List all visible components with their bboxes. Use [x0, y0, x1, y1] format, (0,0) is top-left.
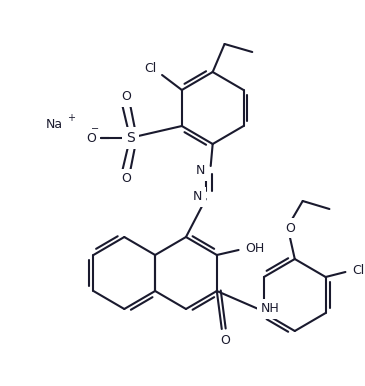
Text: NH: NH: [261, 303, 280, 315]
Text: O: O: [220, 335, 230, 347]
Text: S: S: [126, 131, 135, 145]
Text: O: O: [86, 132, 96, 144]
Text: O: O: [285, 222, 295, 235]
Text: +: +: [67, 113, 75, 123]
Text: OH: OH: [245, 242, 264, 256]
Text: O: O: [122, 90, 131, 103]
Text: −: −: [91, 124, 99, 134]
Text: O: O: [122, 173, 131, 186]
Text: Cl: Cl: [144, 63, 156, 76]
Text: N: N: [196, 164, 205, 178]
Text: Na: Na: [46, 117, 63, 130]
Text: Cl: Cl: [352, 264, 364, 276]
Text: N: N: [193, 191, 203, 203]
